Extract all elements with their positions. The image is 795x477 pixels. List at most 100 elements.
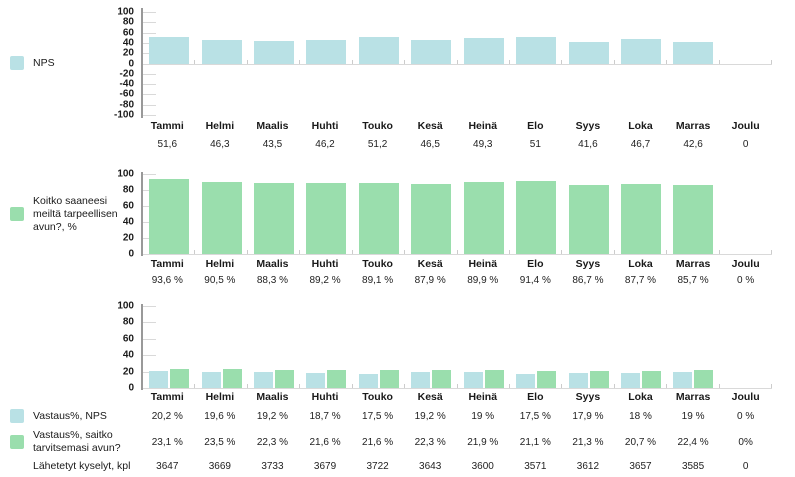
vastaus-nps-bar	[254, 372, 274, 388]
plot-column	[667, 8, 720, 118]
nps-plot-area	[141, 8, 773, 118]
value-label: 3647	[156, 460, 179, 472]
value-label: 42,6	[683, 139, 703, 150]
category-boundary-tick	[456, 59, 458, 64]
value-label: 19 %	[471, 410, 495, 422]
y-tick-mark	[143, 22, 156, 24]
value-label: 46,2	[315, 139, 335, 150]
vastaus-avun-bar	[327, 370, 347, 388]
vastaus-avun-legend-swatch	[10, 435, 24, 449]
vastaus-avun-row-label: Vastaus%, saitko tarvitsemasi avun?	[0, 429, 141, 455]
vastaus-avun-bar	[432, 369, 452, 388]
month-label: Marras	[675, 120, 711, 132]
value-label: 0%	[738, 436, 753, 448]
vastaus-nps-bar	[673, 372, 693, 388]
vastaus-avun-bar	[379, 370, 399, 388]
value-label: 19,2 %	[414, 410, 446, 422]
bar-pair	[516, 370, 557, 388]
category-boundary-tick	[351, 59, 353, 64]
month-label: Kesä	[417, 391, 443, 403]
bar-pair	[463, 370, 504, 388]
plot-column	[143, 8, 196, 118]
value-label: 21,6 %	[309, 436, 341, 448]
month-label: Tammi	[150, 120, 184, 132]
plot-column	[195, 172, 248, 256]
month-label: Loka	[628, 391, 653, 403]
avun-bar	[568, 184, 609, 254]
category-boundary-tick	[299, 250, 301, 254]
y-tick-label: 80	[122, 16, 134, 28]
value-label: 89,2 %	[309, 275, 341, 286]
vastaus-nps-bar	[306, 372, 326, 388]
nps-legend-swatch	[10, 56, 24, 70]
y-tick-mark	[143, 12, 156, 13]
nps-legend-label: NPS	[33, 56, 55, 69]
avun-y-axis-line	[141, 172, 143, 256]
plot-column	[720, 8, 773, 118]
bar-pair	[149, 369, 190, 388]
month-label: Maalis	[256, 391, 289, 403]
plot-column	[667, 304, 720, 390]
y-tick-label: 60	[122, 27, 134, 39]
value-label: 3722	[366, 460, 389, 472]
y-tick-label: -100	[113, 109, 134, 121]
month-label: Elo	[527, 391, 544, 403]
category-boundary-tick	[771, 250, 773, 254]
bar-pair	[568, 370, 609, 388]
plot-column	[143, 172, 196, 256]
value-label: 89,1 %	[362, 275, 394, 286]
x-axis-baseline	[143, 63, 772, 65]
vastaus-nps-bar	[358, 373, 378, 388]
nps-value-labels-row: 51,6 46,3 43,5 46,2 51,2 46,5 49,3 51 41,6 46,7 42…	[141, 134, 772, 154]
month-label: Touko	[362, 258, 393, 270]
avun-bar	[621, 183, 661, 254]
vastaus-avun-bar	[537, 370, 557, 388]
month-label: Tammi	[150, 258, 184, 270]
plot-column	[300, 304, 353, 390]
category-boundary-tick	[194, 59, 196, 64]
category-boundary-tick	[404, 384, 406, 388]
value-label: 0 %	[737, 275, 755, 286]
nps-bar	[621, 39, 661, 64]
y-tick-label: -60	[119, 88, 134, 100]
value-label: 93,6 %	[151, 275, 183, 286]
y-tick-label: 80	[122, 184, 134, 196]
category-boundary-tick	[613, 250, 615, 254]
month-label: Heinä	[468, 120, 498, 132]
vastaus-avun-bar	[484, 370, 504, 388]
category-boundary-tick	[299, 384, 301, 388]
avun-bar	[673, 185, 714, 254]
plot-column	[615, 172, 668, 256]
nps-bar	[411, 39, 452, 64]
avun-month-labels-row: Tammi Helmi Maalis Huhti Touko Kesä Heinä Elo Sy…	[141, 256, 772, 272]
value-label: 90,5 %	[204, 275, 236, 286]
category-boundary-tick	[666, 250, 668, 254]
bar-pair	[254, 369, 295, 388]
plot-column	[510, 304, 563, 390]
y-tick-label: 20	[122, 366, 134, 378]
month-label: Elo	[527, 258, 544, 270]
plot-column	[405, 172, 458, 256]
vastaus-avun-values-row: 23,1 % 23,5 % 22,3 % 21,6 % 21,6 % 22,3 % 21,9…	[141, 437, 772, 448]
category-boundary-tick	[299, 59, 301, 64]
month-label: Helmi	[205, 258, 235, 270]
category-boundary-tick	[561, 384, 563, 388]
y-tick-label: -20	[119, 68, 134, 80]
value-label: 3733	[261, 460, 284, 472]
plot-column	[458, 8, 510, 118]
bar-pair	[358, 370, 399, 388]
avun-legend: Koitko saaneesi meiltä tarpeellisen avun…	[0, 172, 118, 256]
vastaus-nps-bar	[516, 373, 536, 388]
value-label: 19,6 %	[204, 410, 236, 422]
nps-bar	[306, 39, 347, 64]
value-label: 87,7 %	[624, 275, 657, 286]
bar-pair	[621, 371, 661, 388]
avun-legend-swatch	[10, 207, 24, 221]
y-tick-label: 0	[128, 382, 134, 394]
kyselyt-row: Lähetetyt kyselyt, kpl 3647 3669 3733 3679 3…	[0, 456, 795, 476]
y-tick-label: 20	[122, 47, 134, 59]
month-label: Heinä	[468, 391, 498, 403]
y-tick-mark	[143, 338, 156, 340]
vastaus-nps-legend-label: Vastaus%, NPS	[33, 409, 107, 422]
month-label: Marras	[675, 258, 711, 270]
